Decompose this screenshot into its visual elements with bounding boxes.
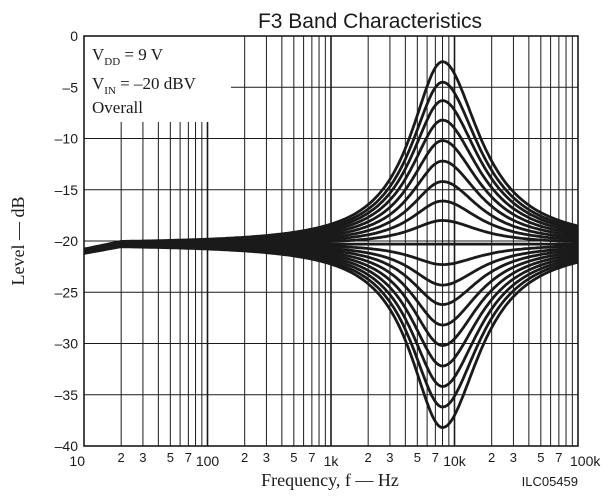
- x-minor-label: 3: [139, 450, 146, 465]
- x-minor-label: 7: [555, 450, 562, 465]
- x-decade-label: 10: [69, 453, 85, 469]
- x-minor-label: 3: [386, 450, 393, 465]
- x-minor-label: 2: [488, 450, 495, 465]
- figure-id: ILC05459: [522, 474, 578, 489]
- chart-title: F3 Band Characteristics: [258, 10, 482, 33]
- x-decade-label: 100: [196, 453, 220, 469]
- x-minor-label: 5: [537, 450, 544, 465]
- x-minor-label: 7: [185, 450, 192, 465]
- y-tick-label: –15: [55, 182, 79, 198]
- x-minor-label: 5: [414, 450, 421, 465]
- curves: [83, 60, 579, 429]
- y-tick-label: –25: [55, 284, 79, 300]
- x-minor-label: 7: [308, 450, 315, 465]
- plot-frame: [83, 35, 579, 447]
- annotation-box: [84, 36, 231, 122]
- x-minor-label: 2: [241, 450, 248, 465]
- y-tick-label: –5: [62, 79, 78, 95]
- y-tick-label: –20: [55, 233, 79, 249]
- vin-annotation: VIN = –20 dBV: [92, 74, 197, 97]
- x-minor-label: 3: [263, 450, 270, 465]
- overall-annotation: Overall: [92, 98, 143, 117]
- y-axis-label: Level — dB: [8, 197, 28, 286]
- eq-curve: [83, 245, 579, 429]
- x-minor-label: 7: [432, 450, 439, 465]
- y-tick-label: –40: [55, 438, 79, 454]
- x-minor-label: 2: [118, 450, 125, 465]
- x-axis-label: Frequency, f — Hz: [261, 470, 399, 490]
- y-tick-labels: 0 –5 –10 –15 –20 –25 –30 –35 –40: [55, 28, 79, 454]
- x-minor-label: 2: [365, 450, 372, 465]
- y-tick-label: –35: [55, 387, 79, 403]
- x-minor-label: 5: [167, 450, 174, 465]
- x-minor-label: 3: [510, 450, 517, 465]
- x-decade-label: 10k: [443, 453, 467, 469]
- y-tick-label: 0: [70, 28, 78, 44]
- x-minor-label: 5: [290, 450, 297, 465]
- y-tick-label: –30: [55, 336, 79, 352]
- x-decade-label: 100k: [570, 453, 601, 469]
- x-decade-label: 1k: [324, 453, 340, 469]
- vdd-annotation: VDD = 9 V: [92, 45, 164, 68]
- y-tick-label: –10: [55, 131, 79, 147]
